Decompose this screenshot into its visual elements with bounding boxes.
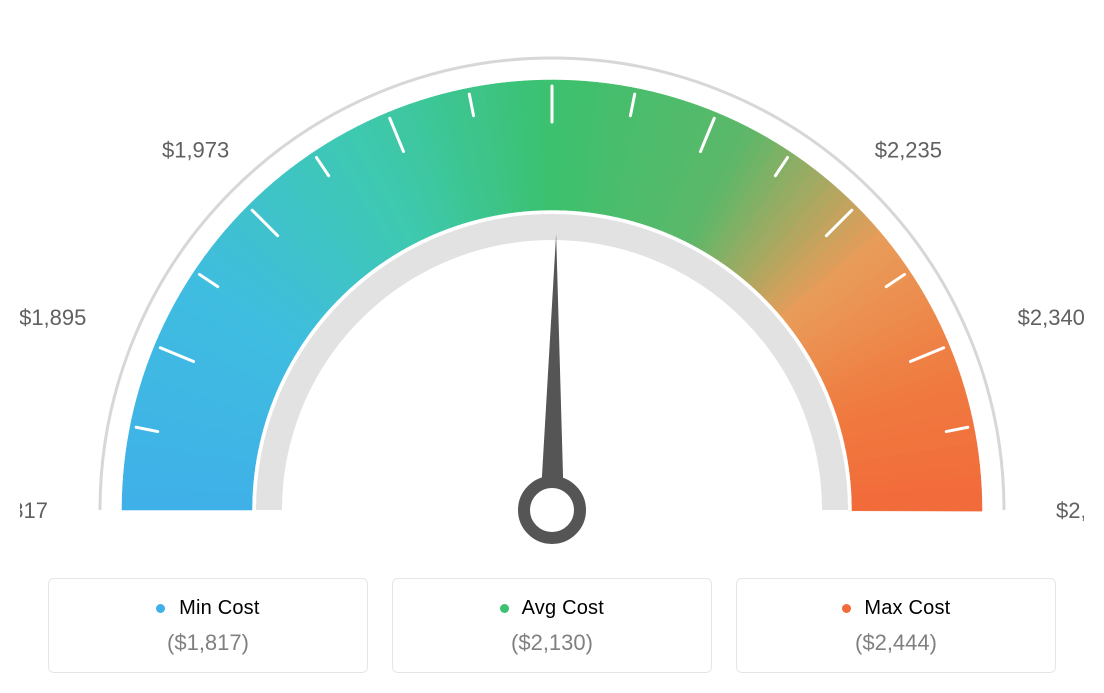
- legend-max-dot: [842, 604, 851, 613]
- legend-max-value: ($2,444): [747, 630, 1045, 656]
- legend-max-label: Max Cost: [864, 597, 950, 619]
- legend-max-title: Max Cost: [747, 597, 1045, 620]
- svg-text:$2,340: $2,340: [1018, 305, 1084, 330]
- gauge-chart: $1,817$1,895$1,973$2,130$2,235$2,340$2,4…: [20, 20, 1084, 560]
- legend-avg-title: Avg Cost: [403, 597, 701, 620]
- gauge-svg: $1,817$1,895$1,973$2,130$2,235$2,340$2,4…: [20, 20, 1084, 560]
- legend-min-card: Min Cost ($1,817): [48, 578, 368, 673]
- svg-text:$1,895: $1,895: [20, 305, 86, 330]
- legend-min-dot: [156, 604, 165, 613]
- legend-max-card: Max Cost ($2,444): [736, 578, 1056, 673]
- legend-min-title: Min Cost: [59, 597, 357, 620]
- legend-min-label: Min Cost: [179, 597, 260, 619]
- legend-row: Min Cost ($1,817) Avg Cost ($2,130) Max …: [20, 578, 1084, 673]
- svg-text:$2,235: $2,235: [875, 138, 942, 163]
- legend-avg-value: ($2,130): [403, 630, 701, 656]
- legend-avg-label: Avg Cost: [522, 597, 604, 619]
- legend-avg-card: Avg Cost ($2,130): [392, 578, 712, 673]
- svg-text:$1,817: $1,817: [20, 498, 48, 523]
- svg-text:$2,444: $2,444: [1056, 498, 1084, 523]
- svg-text:$1,973: $1,973: [162, 138, 229, 163]
- legend-min-value: ($1,817): [59, 630, 357, 656]
- legend-avg-dot: [500, 604, 509, 613]
